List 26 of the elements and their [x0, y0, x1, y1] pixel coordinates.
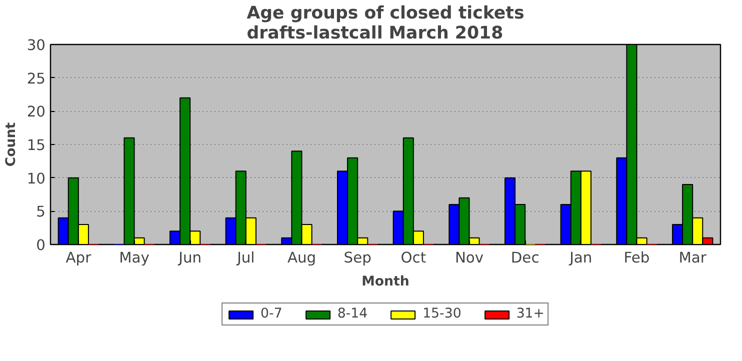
- x-tick-label: Jun: [178, 250, 202, 266]
- x-tick-label: Dec: [510, 250, 540, 266]
- y-tick-label: 0: [36, 237, 46, 254]
- x-tick-label: Oct: [400, 250, 426, 266]
- x-tick-label: Jan: [568, 250, 592, 266]
- x-tick-label: Nov: [454, 250, 484, 266]
- x-tick-label: Mar: [678, 250, 708, 266]
- legend-label: 31+: [516, 306, 544, 322]
- x-tick-label: Sep: [344, 250, 372, 266]
- y-tick-label: 10: [26, 170, 46, 188]
- y-tick-label: 30: [26, 37, 46, 54]
- legend-label: 8-14: [337, 306, 368, 322]
- chart-title: Age groups of closed tickets drafts-lastcall March 2018: [246, 4, 524, 44]
- y-tick-label: 5: [36, 204, 46, 221]
- legend-label: 15-30: [422, 306, 462, 322]
- x-axis-title: Month: [362, 274, 410, 290]
- y-tick-label: 20: [26, 104, 46, 121]
- legend-label: 0-7: [260, 306, 282, 322]
- y-tick-label: 25: [26, 70, 46, 88]
- x-tick-label: Jul: [236, 250, 255, 266]
- x-tick-label: Feb: [624, 250, 650, 266]
- x-tick-label: Aug: [287, 250, 316, 266]
- y-tick-label: 15: [26, 137, 46, 154]
- y-axis-title: Count: [4, 122, 19, 167]
- x-tick-label: May: [119, 250, 150, 266]
- x-tick-label: Apr: [66, 250, 92, 266]
